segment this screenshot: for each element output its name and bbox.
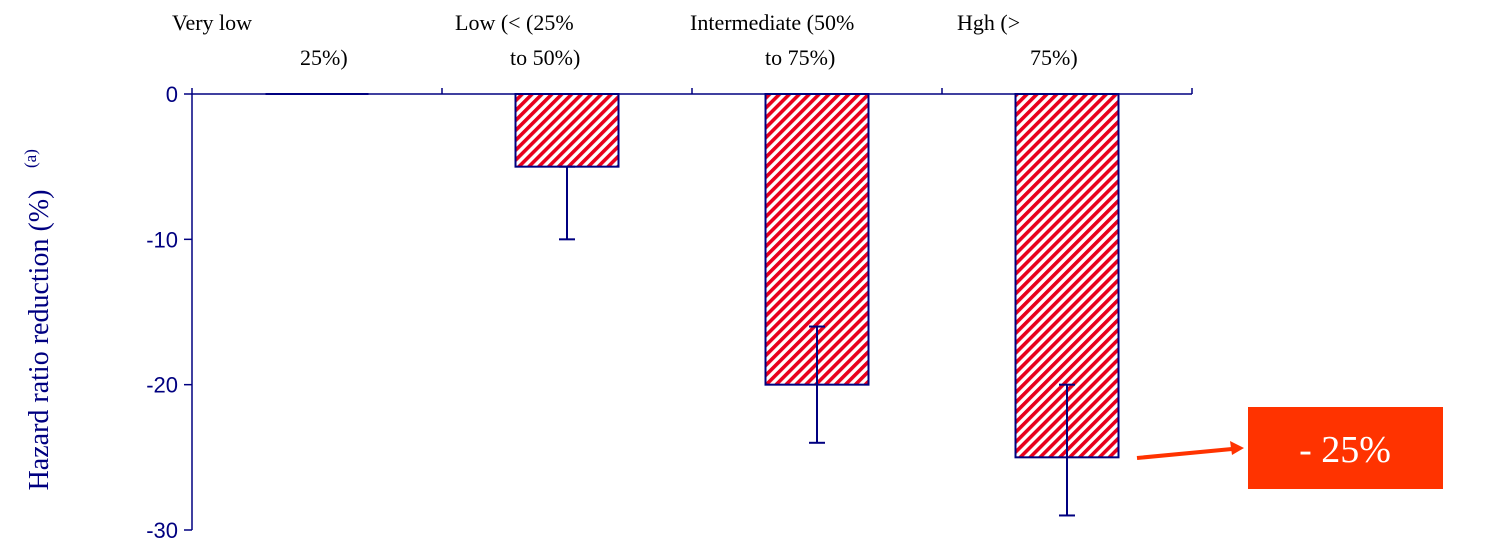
y-tick-label: -20 xyxy=(146,373,178,398)
category-label-line2: 25%) xyxy=(300,45,348,70)
category-label-line2: to 75%) xyxy=(765,45,835,70)
category-label-line2: to 50%) xyxy=(510,45,580,70)
y-axis-title-superscript: (a) xyxy=(21,149,40,168)
callout-label: - 25% xyxy=(1299,429,1391,471)
callout-arrow-head xyxy=(1230,441,1244,455)
y-tick-label: 0 xyxy=(166,82,178,107)
y-axis-label: Hazard ratio reduction (%) (a) xyxy=(21,149,55,490)
y-tick-label: -30 xyxy=(146,518,178,539)
callout-box xyxy=(1248,407,1443,489)
bar xyxy=(514,93,620,168)
callout: - 25% xyxy=(1136,407,1443,489)
y-tick-label: -10 xyxy=(146,227,178,252)
category-label-line1: Hgh (> xyxy=(957,10,1020,35)
category-label-line2: 75%) xyxy=(1030,45,1078,70)
y-axis-title: Hazard ratio reduction (%) xyxy=(24,190,55,491)
category-label-line1: Intermediate (50% xyxy=(690,10,854,35)
category-label-line1: Low (< (25% xyxy=(455,10,574,35)
plot-area: 0 -10 -20 -30 Very low 25%) Low (< (25% to 50%)… xyxy=(146,10,1193,539)
callout-arrow-line xyxy=(1136,447,1233,460)
category-label-line1: Very low xyxy=(172,10,252,35)
